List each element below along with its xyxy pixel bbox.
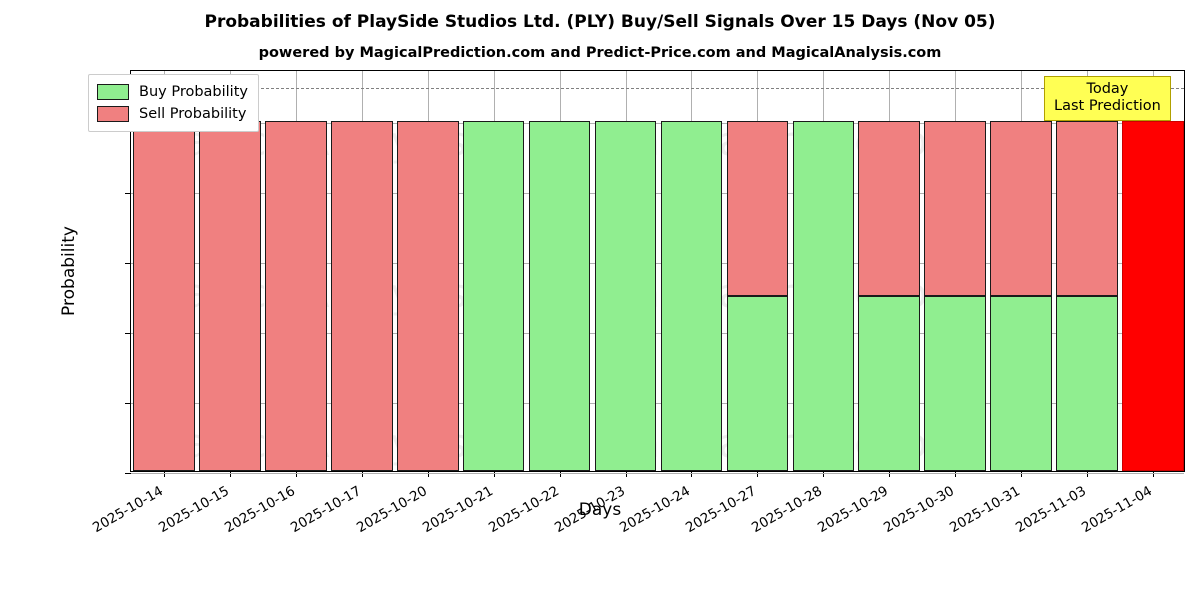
bar-group[interactable] <box>990 69 1052 471</box>
x-tick-mark <box>823 471 824 477</box>
bar-segment-buy[interactable] <box>990 296 1052 471</box>
chart-subtitle: powered by MagicalPrediction.com and Pre… <box>258 45 942 61</box>
x-tick-mark <box>691 471 692 477</box>
x-tick-mark <box>626 471 627 477</box>
x-tick-mark <box>362 471 363 477</box>
bar-segment-buy[interactable] <box>660 121 723 471</box>
bar-segment-sell[interactable] <box>924 121 987 297</box>
bar-group[interactable] <box>462 69 525 471</box>
today-annotation: Today Last Prediction <box>1044 76 1171 122</box>
bar-group[interactable] <box>1122 69 1184 471</box>
bar-segment-buy[interactable] <box>726 296 789 471</box>
bar-group[interactable] <box>133 69 195 471</box>
bar-segment-buy[interactable] <box>924 296 987 471</box>
bar-segment-sell[interactable] <box>990 121 1052 297</box>
bar-segment-sell[interactable] <box>858 121 921 297</box>
x-tick-mark <box>889 471 890 477</box>
bar-group[interactable] <box>660 69 723 471</box>
y-tick-mark <box>125 333 131 335</box>
legend-swatch-sell <box>97 106 129 122</box>
bar-segment-buy[interactable] <box>594 121 657 471</box>
x-tick-mark <box>494 471 495 477</box>
bar-segment-buy[interactable] <box>462 121 525 471</box>
threshold-line <box>131 88 1184 90</box>
bar-segment-today[interactable] <box>1122 121 1184 471</box>
x-tick-mark <box>955 471 956 477</box>
y-tick-mark <box>125 473 131 474</box>
x-tick-mark <box>757 471 758 477</box>
legend-item-sell: Sell Probability <box>97 103 248 125</box>
bar-group[interactable] <box>594 69 657 471</box>
bar-group[interactable] <box>858 69 921 471</box>
bars-layer <box>131 71 1184 471</box>
bar-segment-buy[interactable] <box>858 296 921 471</box>
legend-label-buy: Buy Probability <box>139 84 248 100</box>
gridline-horizontal <box>131 473 1184 474</box>
bar-group[interactable] <box>265 69 327 471</box>
bar-group[interactable] <box>792 69 855 471</box>
x-tick-mark <box>560 471 561 477</box>
bar-segment-sell[interactable] <box>396 121 459 471</box>
bar-group[interactable] <box>1056 69 1118 471</box>
x-tick-mark <box>1021 471 1022 477</box>
y-tick-mark <box>125 403 131 405</box>
x-axis-label: Days <box>578 500 622 520</box>
chart-title: Probabilities of PlaySide Studios Ltd. (… <box>204 12 996 32</box>
bar-group[interactable] <box>726 69 789 471</box>
y-tick-mark <box>125 193 131 195</box>
x-tick-mark <box>164 471 165 477</box>
bar-group[interactable] <box>924 69 987 471</box>
legend-swatch-buy <box>97 84 129 100</box>
x-tick-mark <box>1087 471 1088 477</box>
bar-segment-buy[interactable] <box>1056 296 1118 471</box>
chart-legend: Buy Probability Sell Probability <box>88 74 259 132</box>
x-tick-mark <box>428 471 429 477</box>
today-annotation-line1: Today <box>1086 81 1129 97</box>
x-tick-mark <box>230 471 231 477</box>
legend-item-buy: Buy Probability <box>97 81 248 103</box>
bar-segment-buy[interactable] <box>792 121 855 471</box>
x-tick-mark <box>1153 471 1154 477</box>
bar-segment-sell[interactable] <box>265 121 327 471</box>
bar-segment-sell[interactable] <box>726 121 789 297</box>
bar-segment-sell[interactable] <box>133 121 195 471</box>
bar-group[interactable] <box>330 69 393 471</box>
legend-label-sell: Sell Probability <box>139 106 247 122</box>
bar-group[interactable] <box>396 69 459 471</box>
bar-segment-sell[interactable] <box>330 121 393 471</box>
today-annotation-line2: Last Prediction <box>1054 98 1161 115</box>
bar-group[interactable] <box>199 69 261 471</box>
bar-segment-sell[interactable] <box>199 121 261 471</box>
y-axis-label: Probability <box>59 226 79 316</box>
y-tick-mark <box>125 263 131 265</box>
x-tick-mark <box>296 471 297 477</box>
bar-segment-buy[interactable] <box>528 121 591 471</box>
bar-group[interactable] <box>528 69 591 471</box>
bar-segment-sell[interactable] <box>1056 121 1118 297</box>
plot-area: MagicalAnalysis.comMagicalPrediction.com… <box>59 70 1185 536</box>
